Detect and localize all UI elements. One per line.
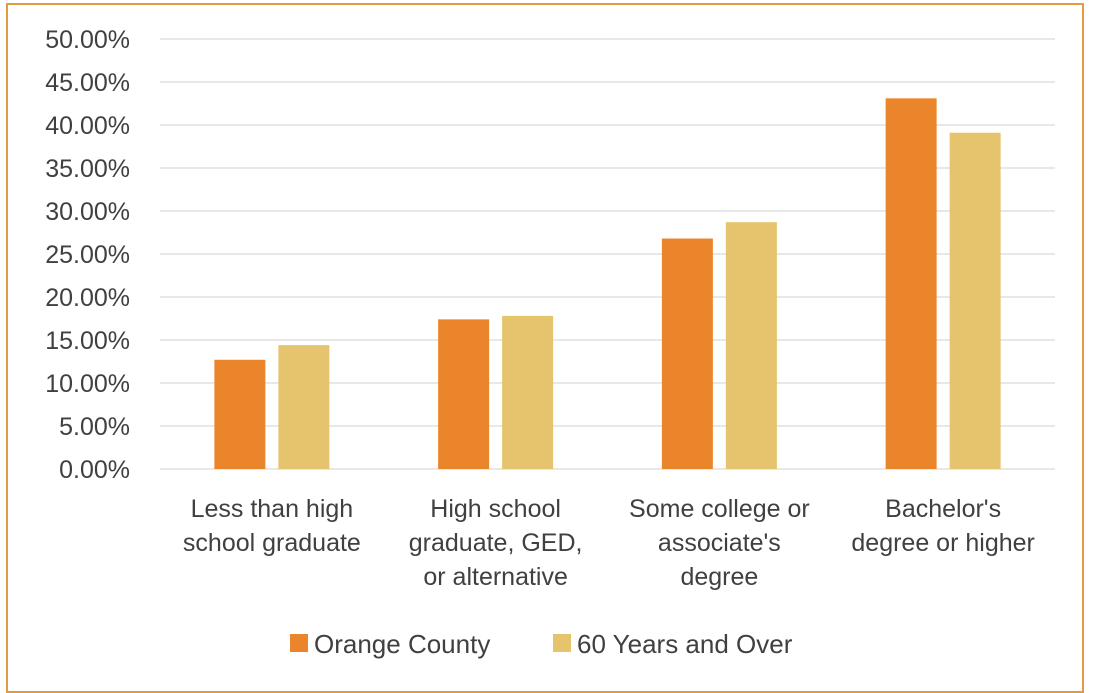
y-tick-label: 45.00% bbox=[45, 69, 130, 97]
bar-60-years-and-over bbox=[278, 345, 330, 469]
y-tick-label: 30.00% bbox=[45, 198, 130, 226]
y-tick-label: 5.00% bbox=[59, 413, 130, 441]
legend-label: Orange County bbox=[314, 629, 490, 659]
y-tick-label: 0.00% bbox=[59, 456, 130, 484]
y-tick-label: 40.00% bbox=[45, 112, 130, 140]
category-label: Less than high school graduate bbox=[183, 495, 361, 557]
y-tick-label: 35.00% bbox=[45, 155, 130, 183]
y-tick-label: 20.00% bbox=[45, 284, 130, 312]
category-label: High school graduate, GED, or alternative bbox=[409, 495, 583, 591]
bar-orange-county bbox=[885, 98, 937, 469]
bar-orange-county bbox=[214, 359, 266, 469]
bar-60-years-and-over bbox=[502, 315, 554, 469]
legend-swatch bbox=[553, 634, 571, 652]
bar-60-years-and-over bbox=[725, 222, 777, 469]
y-tick-label: 50.00% bbox=[45, 26, 130, 54]
bar-orange-county bbox=[661, 238, 713, 469]
bar-orange-county bbox=[438, 319, 490, 469]
x-axis-category-labels: Less than high school graduate High school… bbox=[183, 495, 1035, 591]
legend-label: 60 Years and Over bbox=[577, 629, 793, 659]
bar-60-years-and-over bbox=[949, 132, 1001, 470]
bars bbox=[214, 98, 1001, 470]
category-label: Some college or associate's degree bbox=[629, 495, 810, 591]
y-tick-label: 25.00% bbox=[45, 241, 130, 269]
y-tick-label: 10.00% bbox=[45, 370, 130, 398]
category-label: Bachelor's degree or higher bbox=[851, 495, 1034, 557]
y-axis-tick-labels: 0.00% 5.00% 10.00% 15.00% 20.00% 25.00% 30.00%… bbox=[45, 26, 130, 484]
legend: Orange County 60 Years and Over bbox=[290, 629, 793, 659]
legend-swatch bbox=[290, 634, 308, 652]
y-tick-label: 15.00% bbox=[45, 327, 130, 355]
